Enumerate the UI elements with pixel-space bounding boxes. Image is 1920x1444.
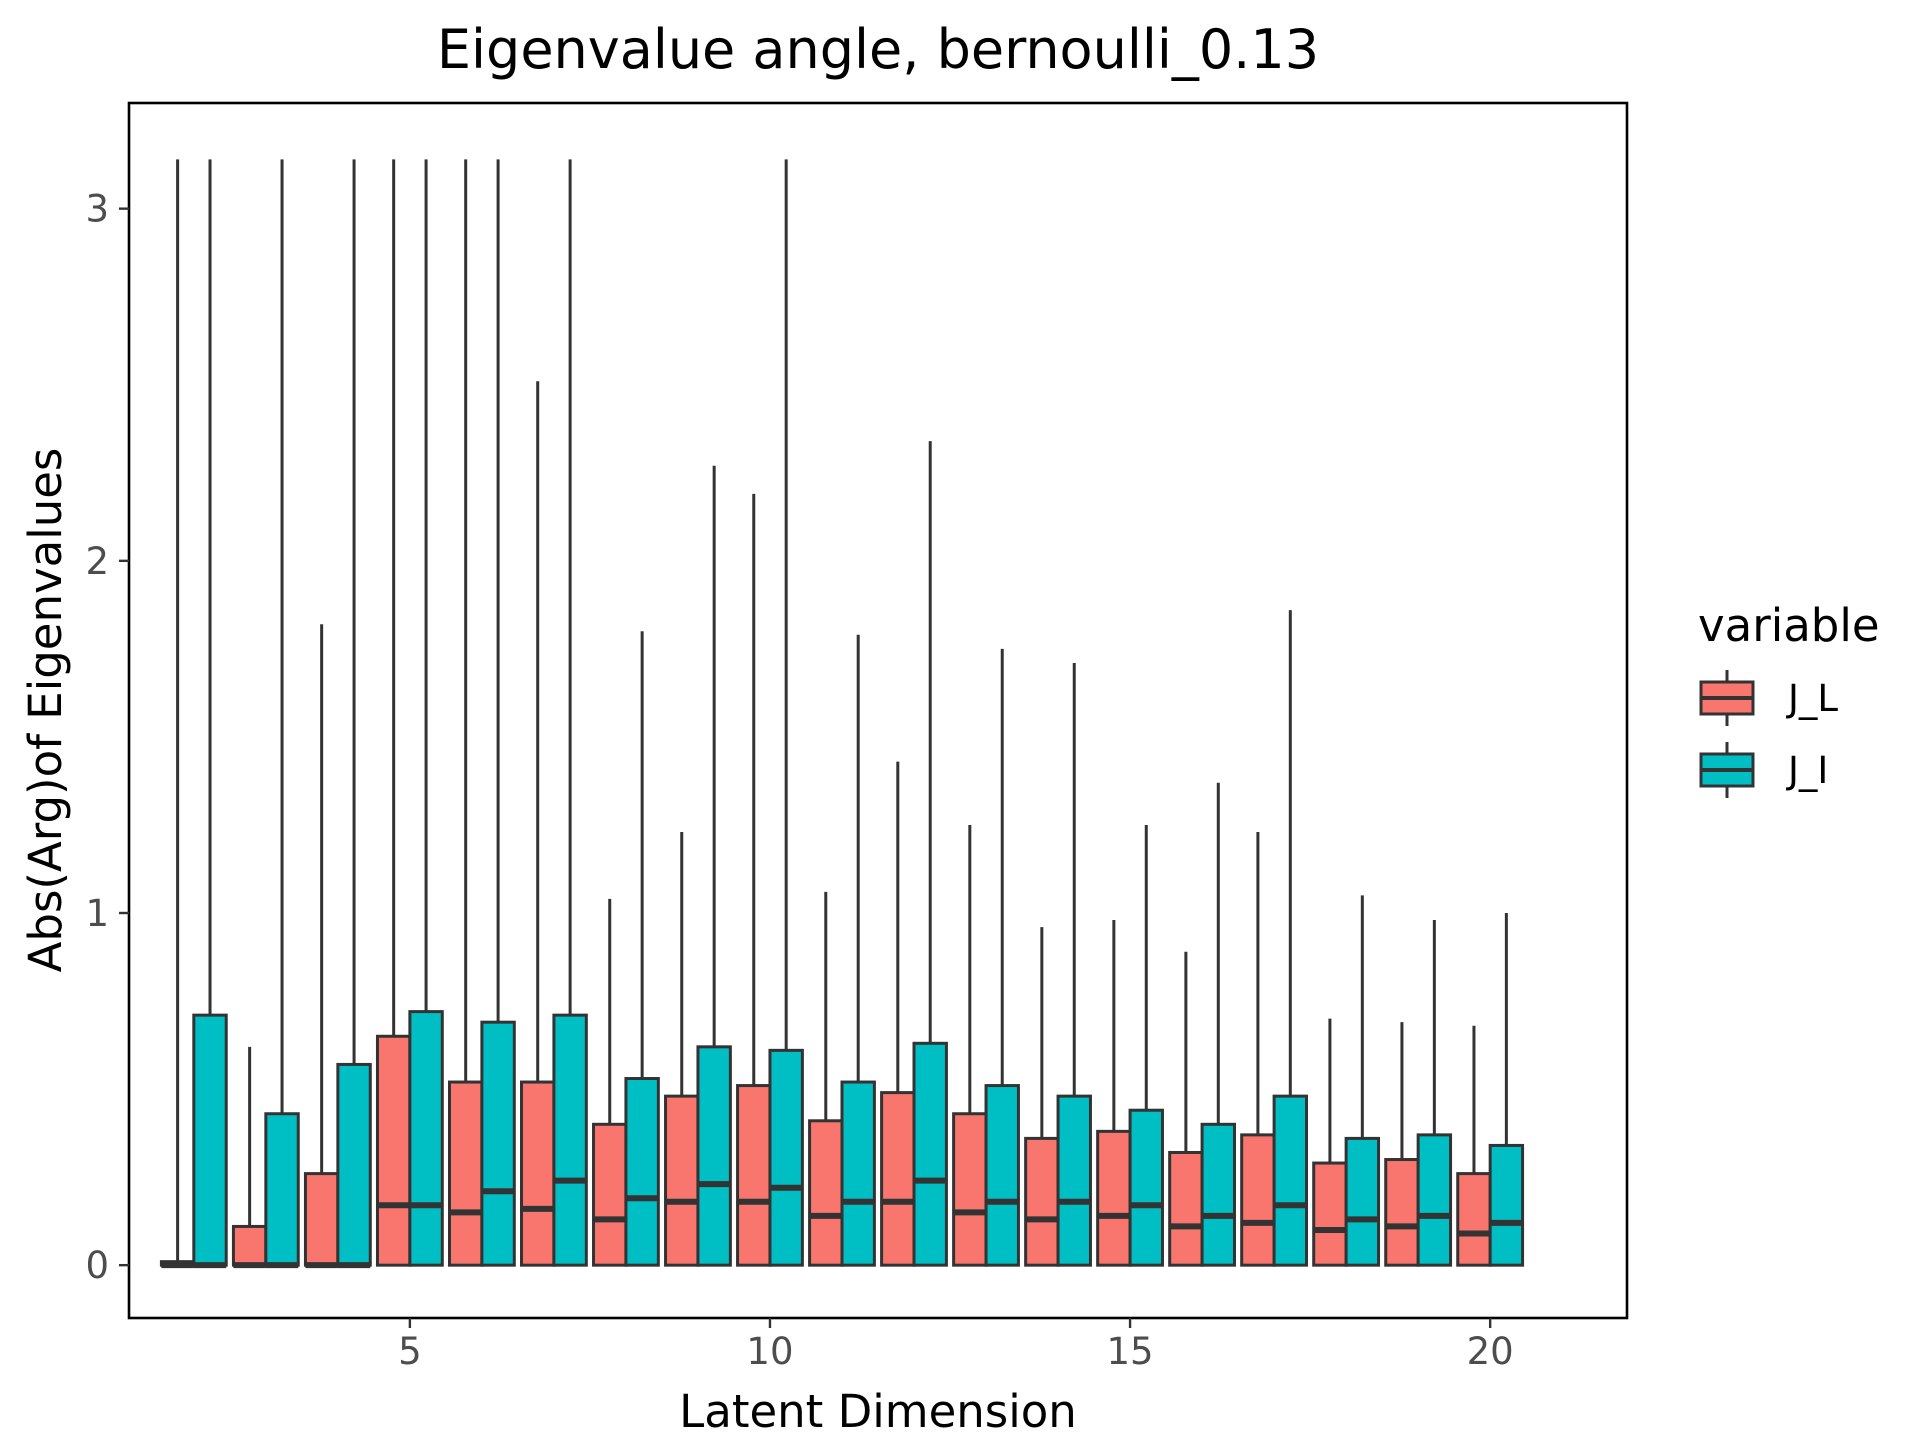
box-J_I-7 bbox=[552, 159, 588, 1267]
plot-area bbox=[159, 159, 1525, 1269]
y-axis-title: Abs(Arg)of Eigenvalues bbox=[19, 448, 72, 973]
box-rect bbox=[447, 1080, 484, 1267]
box-J_I-6 bbox=[480, 159, 516, 1267]
box-rect bbox=[624, 1077, 660, 1267]
box-rect bbox=[480, 1020, 516, 1267]
y-tick-label: 1 bbox=[85, 892, 109, 935]
box-rect bbox=[303, 1172, 340, 1267]
box-rect bbox=[375, 1034, 412, 1267]
box-J_I-10 bbox=[768, 159, 804, 1267]
box-rect bbox=[552, 1013, 588, 1267]
box-J_I-15 bbox=[1128, 824, 1164, 1267]
legend-label: J_L bbox=[1786, 677, 1838, 720]
box-J_L-4 bbox=[303, 624, 340, 1269]
box-rect bbox=[912, 1041, 948, 1267]
box-rect bbox=[1488, 1143, 1525, 1267]
box-rect bbox=[192, 1013, 228, 1267]
box-J_I-11 bbox=[840, 634, 876, 1267]
box-rect bbox=[696, 1045, 732, 1267]
box-rect bbox=[1416, 1133, 1453, 1267]
box-rect bbox=[984, 1084, 1020, 1267]
box-rect bbox=[1056, 1094, 1092, 1267]
box-J_L-7 bbox=[520, 381, 556, 1267]
box-J_I-16 bbox=[1200, 782, 1236, 1267]
box-rect bbox=[1024, 1136, 1060, 1267]
box-rect bbox=[768, 1048, 804, 1267]
box-rect bbox=[1312, 1161, 1348, 1267]
x-axis: 5 10 15 20 bbox=[398, 1318, 1514, 1373]
legend-label: J_I bbox=[1786, 749, 1828, 792]
x-tick-label: 10 bbox=[746, 1330, 793, 1373]
panel-border bbox=[127, 101, 1629, 1320]
box-rect bbox=[664, 1094, 700, 1267]
box-J_L-16 bbox=[1168, 951, 1204, 1267]
x-tick-label: 5 bbox=[398, 1330, 422, 1373]
box-rect bbox=[1384, 1158, 1420, 1267]
box-J_I-19 bbox=[1416, 920, 1453, 1267]
box-rect bbox=[1096, 1129, 1132, 1267]
box-J_L-19 bbox=[1384, 1022, 1420, 1267]
box-J_I-20 bbox=[1488, 913, 1525, 1267]
x-axis-title: Latent Dimension bbox=[679, 1385, 1077, 1438]
legend: variable J_L J_I bbox=[1698, 599, 1880, 798]
box-J_L-6 bbox=[447, 159, 484, 1267]
box-rect bbox=[592, 1122, 628, 1267]
box-J_L-2 bbox=[159, 159, 196, 1269]
box-rect bbox=[1128, 1108, 1164, 1267]
box-J_I-2 bbox=[192, 159, 228, 1269]
x-tick-label: 20 bbox=[1467, 1330, 1514, 1373]
box-rect bbox=[520, 1080, 556, 1267]
box-rect bbox=[736, 1084, 772, 1267]
box-rect bbox=[1240, 1133, 1276, 1267]
box-J_L-14 bbox=[1024, 927, 1060, 1267]
legend-item-J_L: J_L bbox=[1699, 670, 1838, 726]
box-J_L-5 bbox=[375, 159, 412, 1267]
box-rect bbox=[1200, 1122, 1236, 1267]
box-rect bbox=[231, 1224, 268, 1267]
box-rect bbox=[1272, 1094, 1309, 1267]
box-J_L-11 bbox=[808, 891, 844, 1267]
box-rect bbox=[336, 1062, 372, 1267]
box-J_L-13 bbox=[952, 824, 988, 1267]
box-J_L-20 bbox=[1456, 1025, 1492, 1267]
box-rect bbox=[1344, 1136, 1381, 1267]
box-J_L-8 bbox=[592, 898, 628, 1267]
x-tick-label: 15 bbox=[1107, 1330, 1154, 1373]
box-rect bbox=[952, 1112, 988, 1267]
box-J_L-15 bbox=[1096, 920, 1132, 1267]
box-J_L-17 bbox=[1240, 832, 1276, 1267]
box-rect bbox=[840, 1080, 876, 1267]
y-tick-label: 0 bbox=[85, 1244, 109, 1287]
box-J_I-3 bbox=[264, 159, 300, 1269]
box-J_L-9 bbox=[664, 832, 700, 1267]
box-rect bbox=[808, 1119, 844, 1267]
legend-title: variable bbox=[1698, 599, 1880, 652]
box-J_I-12 bbox=[912, 441, 948, 1267]
box-J_L-18 bbox=[1312, 1018, 1348, 1267]
legend-item-J_I: J_I bbox=[1699, 742, 1828, 798]
box-rect bbox=[880, 1091, 916, 1267]
y-tick-label: 2 bbox=[85, 540, 109, 583]
box-J_I-8 bbox=[624, 631, 660, 1267]
box-J_I-18 bbox=[1344, 895, 1381, 1267]
box-J_I-17 bbox=[1272, 610, 1309, 1267]
box-J_L-10 bbox=[736, 493, 772, 1267]
box-J_I-9 bbox=[696, 465, 732, 1267]
box-rect bbox=[1168, 1150, 1204, 1267]
box-J_L-12 bbox=[880, 761, 916, 1267]
box-rect bbox=[264, 1112, 300, 1267]
box-J_I-5 bbox=[408, 159, 444, 1267]
y-tick-label: 3 bbox=[85, 188, 109, 231]
box-rect bbox=[1456, 1172, 1492, 1267]
box-J_L-3 bbox=[231, 1046, 268, 1269]
box-J_I-4 bbox=[336, 159, 372, 1269]
chart-title: Eigenvalue angle, bernoulli_0.13 bbox=[437, 18, 1319, 81]
box-J_I-13 bbox=[984, 648, 1020, 1267]
box-rect bbox=[408, 1010, 444, 1267]
box-J_I-14 bbox=[1056, 662, 1092, 1267]
y-axis: 0 1 2 3 bbox=[85, 188, 129, 1287]
